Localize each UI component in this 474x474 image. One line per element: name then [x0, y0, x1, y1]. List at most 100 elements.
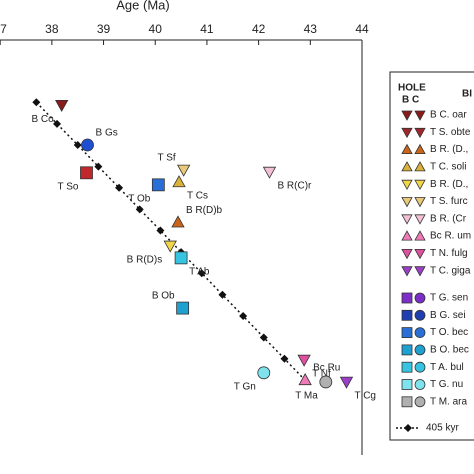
marker: [414, 110, 426, 121]
legend-label: T O. bec: [430, 327, 468, 338]
marker: [414, 361, 426, 373]
point-label: T Sf: [158, 153, 176, 164]
legend-box: [389, 71, 474, 441]
x-tick-label: 41: [200, 22, 214, 36]
marker: [81, 138, 94, 152]
legend-label: Bc R. um: [430, 231, 471, 242]
marker: [151, 178, 165, 192]
marker: [176, 301, 190, 315]
marker: [401, 327, 413, 339]
marker: [262, 166, 277, 179]
legend-label: T S. obte: [430, 127, 471, 138]
legend-label: T G. nu: [430, 379, 463, 390]
point-label: T Ma: [295, 391, 318, 402]
legend-label: T A. bul: [430, 362, 464, 373]
legend-label: T M. ara: [430, 396, 467, 407]
marker: [414, 344, 426, 356]
marker: [401, 214, 413, 225]
legend-label: T G. sen: [430, 293, 468, 304]
legend-label: T N. fulg: [430, 248, 468, 259]
marker: [401, 266, 413, 277]
marker: [319, 375, 333, 389]
point-label: T Gn: [234, 381, 256, 392]
legend-diamond: [404, 424, 412, 432]
point-label: B Ob: [152, 291, 175, 302]
x-axis-label: Age (Ma): [116, 0, 169, 12]
marker: [414, 327, 426, 339]
marker: [414, 230, 426, 241]
point-label: B Gs: [96, 128, 118, 139]
diamond: [115, 183, 124, 192]
diamond: [94, 162, 103, 171]
legend-header: B C: [402, 95, 419, 106]
marker: [414, 127, 426, 139]
marker: [401, 309, 413, 321]
marker: [414, 179, 426, 191]
marker: [401, 179, 413, 191]
marker: [401, 396, 413, 408]
marker: [176, 164, 191, 177]
point-label: T Ob: [128, 193, 150, 204]
point-label: Bc Ru: [313, 363, 340, 374]
marker: [401, 143, 413, 154]
marker: [414, 161, 426, 172]
legend-label: 405 kyr: [426, 423, 459, 434]
diamond: [53, 119, 62, 128]
legend-header: HOLE: [398, 83, 426, 94]
marker: [55, 99, 69, 112]
x-tick-label: 38: [45, 22, 59, 36]
point-label: B R(C)r: [277, 181, 312, 192]
marker: [414, 197, 426, 208]
marker: [401, 197, 413, 208]
diamond: [239, 311, 248, 320]
marker: [414, 266, 426, 277]
marker: [163, 240, 177, 253]
legend-label: B O. bec: [430, 345, 469, 356]
marker: [339, 376, 354, 389]
marker: [414, 214, 426, 225]
legend-label: T S. furc: [430, 196, 468, 207]
marker: [401, 127, 413, 139]
legend-label: T C. soli: [430, 162, 467, 173]
marker: [414, 309, 426, 321]
marker: [298, 373, 312, 386]
diamond: [32, 98, 41, 107]
marker: [401, 161, 413, 172]
marker: [297, 354, 311, 367]
marker: [414, 143, 426, 154]
point-label: T So: [58, 181, 79, 192]
marker: [174, 251, 188, 265]
point-label: T Ab: [189, 267, 210, 278]
marker: [80, 166, 93, 180]
x-tick-label: 43: [304, 22, 318, 36]
x-tick-label: 37: [0, 22, 7, 36]
marker: [401, 292, 413, 304]
diamond: [280, 354, 289, 363]
diamond: [156, 226, 165, 235]
diamond: [218, 290, 227, 299]
legend-label: B R. (D.,: [430, 144, 468, 155]
marker: [257, 366, 271, 380]
diamond: [259, 333, 268, 342]
x-tick-label: 40: [149, 22, 163, 36]
marker: [401, 344, 413, 356]
point-label: T Nf: [312, 369, 331, 380]
diamond: [73, 140, 82, 149]
diamond: [197, 269, 206, 278]
marker: [401, 230, 413, 241]
legend-label: B R. (D.,: [430, 179, 468, 190]
x-tick-label: 42: [252, 22, 266, 36]
point-label: B R(D)s: [127, 254, 163, 265]
legend-label: T C. giga: [430, 265, 471, 276]
point-label: B R(D)b: [186, 205, 223, 216]
marker: [401, 249, 413, 260]
marker: [401, 379, 413, 390]
diamond: [135, 205, 144, 214]
legend-label: B G. sei: [430, 310, 466, 321]
marker: [414, 396, 426, 408]
marker: [171, 215, 185, 228]
marker: [414, 249, 426, 260]
legend-header: BI: [462, 89, 472, 100]
point-label: T Cs: [187, 191, 208, 202]
